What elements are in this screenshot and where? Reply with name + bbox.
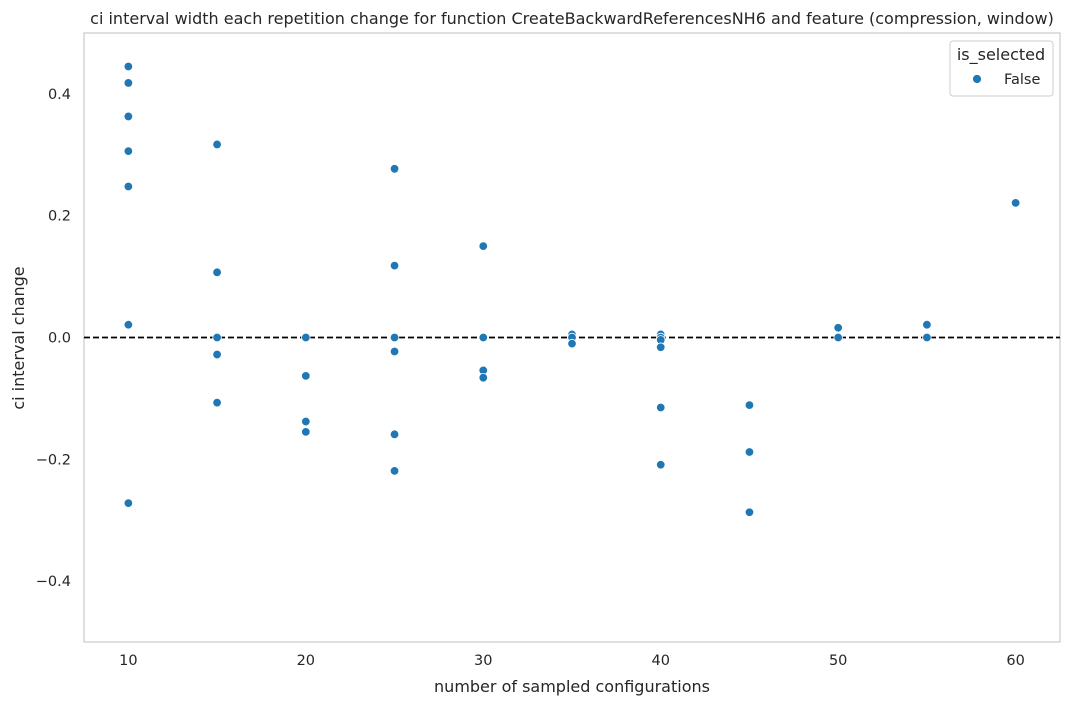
- data-point: [389, 346, 400, 357]
- data-point: [123, 111, 134, 122]
- legend-title: is_selected: [957, 45, 1045, 65]
- legend: is_selected False: [949, 40, 1054, 97]
- data-point: [922, 332, 932, 343]
- data-point: [744, 400, 755, 410]
- data-point: [301, 371, 311, 381]
- data-point: [567, 338, 577, 349]
- y-tick-label: 0.2: [48, 209, 71, 225]
- x-tick-label: 60: [1006, 653, 1024, 669]
- y-tick-label: 0.4: [48, 87, 71, 103]
- data-point: [833, 332, 843, 343]
- data-point: [389, 429, 400, 440]
- chart-title: ci interval width each repetition change…: [90, 9, 1054, 28]
- data-point: [212, 332, 222, 343]
- legend-entry-label: False: [1004, 72, 1040, 88]
- data-point: [744, 507, 755, 517]
- data-point: [123, 181, 134, 192]
- y-tick-label: −0.4: [36, 574, 71, 590]
- data-point: [123, 78, 134, 88]
- data-point: [301, 332, 311, 343]
- x-tick-label: 10: [119, 653, 137, 669]
- data-point: [212, 397, 222, 408]
- data-point: [478, 332, 488, 343]
- data-point: [744, 447, 755, 457]
- data-point: [833, 323, 843, 333]
- x-tick-label: 40: [652, 653, 670, 669]
- x-tick-label: 50: [829, 653, 847, 669]
- data-point: [212, 349, 222, 360]
- data-point: [656, 342, 666, 352]
- data-point: [212, 139, 222, 150]
- data-point: [123, 320, 134, 330]
- data-point: [123, 498, 134, 508]
- y-tick-label: 0.0: [48, 331, 71, 347]
- data-point: [478, 241, 488, 251]
- data-point: [389, 332, 400, 343]
- x-tick-label: 20: [297, 653, 315, 669]
- data-point: [301, 416, 311, 427]
- data-point: [922, 320, 932, 330]
- data-point: [656, 402, 666, 413]
- data-point: [123, 146, 134, 156]
- data-point: [1010, 198, 1021, 208]
- data-point: [389, 164, 400, 174]
- data-point: [389, 466, 400, 476]
- data-point: [301, 427, 311, 437]
- y-tick-label: −0.2: [36, 452, 71, 468]
- x-tick-label: 30: [474, 653, 492, 669]
- y-axis-label: ci interval change: [9, 266, 28, 409]
- data-point: [212, 267, 222, 278]
- data-point: [478, 372, 488, 383]
- x-axis-label: number of sampled configurations: [434, 677, 710, 696]
- data-point: [656, 460, 666, 470]
- data-point: [389, 260, 400, 271]
- data-point: [123, 61, 134, 72]
- legend-marker: [972, 74, 982, 84]
